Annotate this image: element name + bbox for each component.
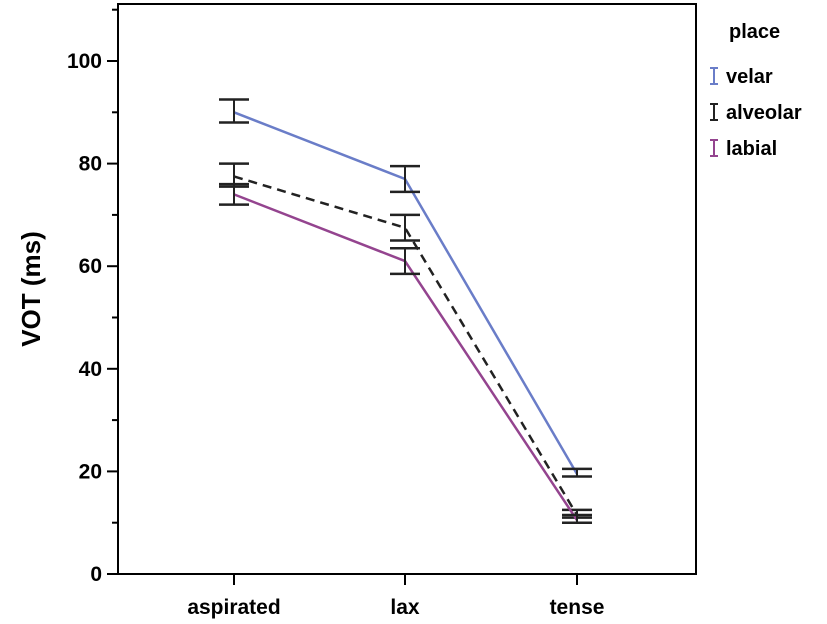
- series-alveolar: [219, 162, 592, 519]
- series-layer: [219, 98, 592, 524]
- error-bar-velar: [390, 164, 420, 194]
- y-tick-label: 60: [79, 255, 102, 278]
- series-velar: [219, 98, 592, 478]
- legend-entries: velar alveolar labial: [710, 66, 802, 160]
- legend-entry-velar: velar: [710, 66, 773, 88]
- legend-entry-alveolar: alveolar: [710, 102, 802, 124]
- error-bar-velar: [562, 467, 592, 478]
- error-bar-alveolar: [390, 213, 420, 242]
- plot-frame: [117, 3, 697, 575]
- error-bar-labial: [219, 182, 249, 206]
- y-tick-label: 20: [79, 460, 102, 483]
- x-tick-label: tense: [550, 596, 605, 619]
- legend-title: place: [729, 21, 780, 43]
- error-bar-labial: [562, 513, 592, 524]
- y-tick-label: 100: [67, 50, 102, 73]
- legend-label: labial: [726, 138, 777, 160]
- y-tick-label: 80: [79, 153, 102, 176]
- x-axis-ticks: aspirated lax tense: [187, 574, 604, 619]
- y-axis-ticks: 0 20 40 60 80 100: [67, 8, 118, 586]
- x-tick-label: aspirated: [187, 596, 280, 619]
- series-line-labial: [233, 193, 579, 521]
- legend: place velar alveolar labial: [710, 21, 802, 160]
- y-tick-label: 0: [90, 563, 102, 586]
- legend-label: velar: [726, 66, 773, 88]
- series-labial: [219, 182, 592, 524]
- legend-entry-labial: labial: [710, 138, 777, 160]
- y-tick-label: 40: [79, 358, 102, 381]
- x-tick-label: lax: [390, 596, 420, 619]
- legend-label: alveolar: [726, 102, 802, 124]
- error-bar-velar: [219, 98, 249, 124]
- error-bar-labial: [390, 246, 420, 276]
- y-axis-title: VOT (ms): [16, 231, 46, 347]
